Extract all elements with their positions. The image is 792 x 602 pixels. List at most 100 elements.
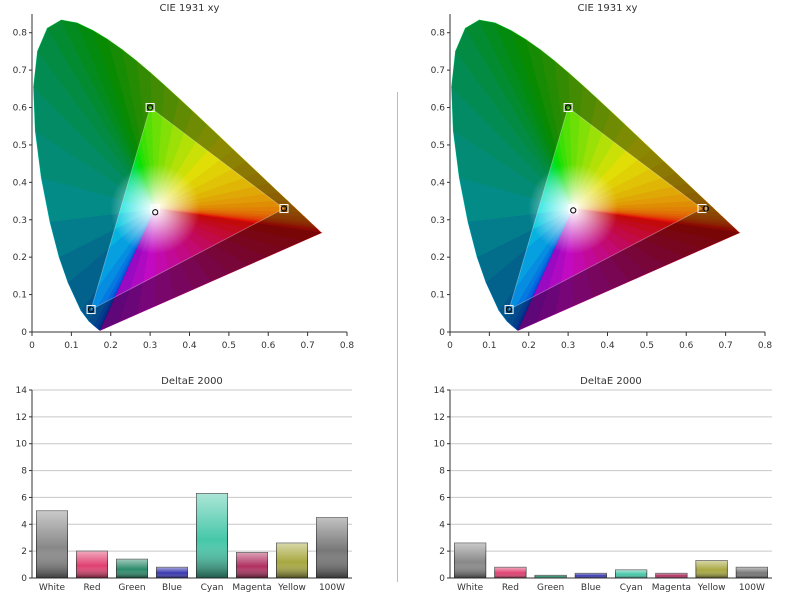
x-tick-label: 0.6 (679, 341, 694, 351)
x-tick-label: 0.7 (718, 341, 732, 351)
measured-point (280, 205, 288, 212)
gamut-triangle (90, 106, 285, 311)
x-tick-label: Blue (162, 583, 182, 593)
bar-shade (575, 573, 607, 578)
target-marker (504, 305, 514, 315)
y-tick-label: 0.8 (13, 29, 28, 39)
panel-divider (397, 92, 398, 582)
y-tick-label: 12 (16, 413, 27, 423)
y-tick-label: 0.8 (431, 29, 446, 39)
y-tick-label: 0.2 (431, 253, 445, 263)
white-point-glow (528, 163, 619, 254)
y-tick-label: 10 (434, 440, 446, 450)
out-of-gamut-shade (451, 20, 740, 331)
bar-shade (534, 575, 567, 578)
bar-shade (116, 559, 148, 578)
x-tick-label: Green (537, 583, 564, 593)
y-tick-label: 6 (21, 493, 27, 503)
chart-title: CIE 1931 xy (160, 3, 220, 14)
y-tick-label: 0.5 (431, 141, 445, 151)
out-of-gamut-shade (33, 20, 322, 331)
x-tick-label: Red (502, 583, 519, 593)
x-tick-label: 0 (29, 341, 35, 351)
x-tick-label: Yellow (697, 583, 726, 593)
target-marker (563, 103, 573, 113)
bar-shade (156, 567, 188, 578)
x-tick-label: 100W (739, 583, 765, 593)
y-tick-label: 6 (439, 493, 445, 503)
y-tick-label: 8 (21, 467, 27, 477)
bar-shade (236, 552, 268, 578)
x-tick-label: 0.6 (261, 341, 276, 351)
measured-point (505, 306, 513, 313)
x-tick-label: 0.1 (64, 341, 78, 351)
y-tick-label: 0.3 (13, 216, 27, 226)
bar-shade (655, 573, 688, 578)
x-tick-label: 0.5 (640, 341, 654, 351)
x-tick-label: 0.3 (561, 341, 575, 351)
gamut-triangle (508, 106, 703, 311)
bar-shade (454, 543, 486, 578)
y-tick-label: 2 (439, 547, 445, 557)
x-tick-label: 0.8 (340, 341, 355, 351)
x-tick-label: 0.5 (222, 341, 236, 351)
y-tick-label: 0.6 (431, 104, 446, 114)
measured-point (565, 104, 572, 111)
bar-shade (316, 517, 348, 578)
y-tick-label: 10 (16, 440, 28, 450)
y-tick-label: 12 (434, 413, 445, 423)
x-tick-label: Yellow (277, 583, 306, 593)
x-tick-label: 0.2 (522, 341, 536, 351)
y-tick-label: 4 (439, 520, 445, 530)
bar-shade (76, 551, 108, 578)
measured-point (702, 205, 710, 212)
x-tick-label: 0.8 (758, 341, 773, 351)
x-tick-label: 0.3 (143, 341, 157, 351)
x-tick-label: White (39, 583, 66, 593)
bar-shade (695, 560, 728, 578)
bar-shade (615, 569, 647, 578)
x-tick-label: Cyan (620, 583, 643, 593)
y-tick-label: 0.7 (431, 66, 445, 76)
measured-point (147, 104, 154, 111)
y-tick-label: 0.7 (13, 66, 27, 76)
target-marker (86, 305, 96, 315)
bar-shade (494, 567, 527, 578)
x-tick-label: 0.4 (182, 341, 197, 351)
y-tick-label: 0 (21, 574, 27, 584)
chart-title: DeltaE 2000 (161, 376, 223, 387)
y-tick-label: 0.5 (13, 141, 27, 151)
x-tick-label: Magenta (652, 583, 691, 593)
measured-point (152, 209, 159, 216)
y-tick-label: 4 (21, 520, 27, 530)
deltae-chart-2: DeltaE 2000 0 2 4 6 8 10 12 14 White Red Green Blue C… (434, 376, 772, 593)
y-tick-label: 0.3 (431, 216, 445, 226)
x-tick-label: Red (83, 583, 100, 593)
y-tick-label: 0.1 (431, 291, 445, 301)
bar-shade (196, 493, 228, 578)
y-tick-label: 0 (439, 328, 445, 338)
y-tick-label: 8 (439, 467, 445, 477)
x-tick-label: 100W (319, 583, 345, 593)
target-marker (697, 204, 707, 214)
spectral-locus (33, 19, 323, 331)
target-marker (279, 204, 289, 214)
measured-point (570, 207, 577, 214)
y-tick-label: 14 (16, 386, 28, 396)
x-tick-label: 0.2 (104, 341, 118, 351)
x-tick-label: Green (118, 583, 145, 593)
deltae-chart-1: DeltaE 2000 0 2 4 6 8 10 12 14 White Red Green Blue C… (16, 376, 352, 593)
y-tick-label: 0 (21, 328, 27, 338)
bar-shade (36, 510, 68, 578)
measured-point (87, 306, 95, 313)
bar-shade (736, 567, 768, 578)
x-tick-label: White (457, 583, 484, 593)
cie-chart-2: 0 0.1 0.2 0.3 0.4 0.5 0.6 0.7 0.8 0 0.1 0.2 0.3 0.4 0.… (431, 3, 773, 351)
target-marker (145, 103, 155, 113)
y-tick-label: 0 (439, 574, 445, 584)
bar-shade (276, 543, 308, 578)
x-tick-label: Cyan (201, 583, 224, 593)
y-tick-label: 0.4 (13, 178, 28, 188)
